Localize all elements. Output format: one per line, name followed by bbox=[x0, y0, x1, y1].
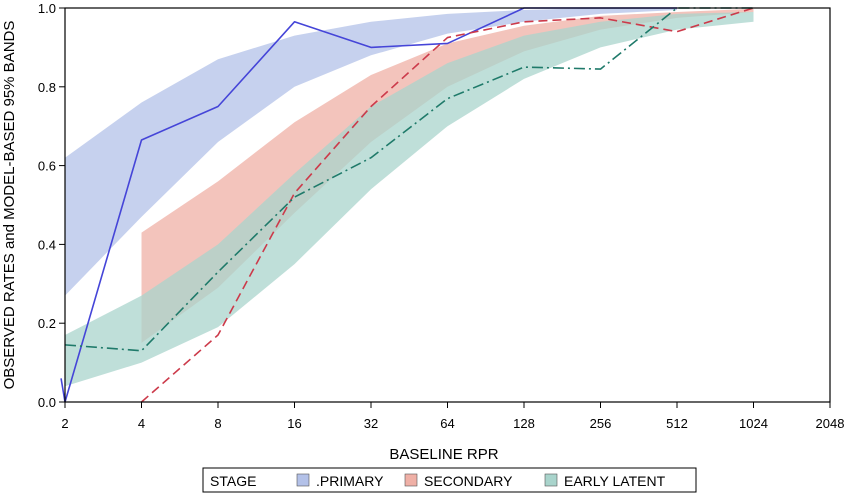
line-secondary bbox=[140, 7, 754, 403]
legend-swatch-early-latent bbox=[544, 473, 558, 487]
x-tick-label: 16 bbox=[287, 416, 301, 431]
x-tick-label: 64 bbox=[440, 416, 454, 431]
x-tick-label: 8 bbox=[214, 416, 221, 431]
x-tick-label: 2048 bbox=[816, 416, 845, 431]
band-early-latent bbox=[65, 11, 754, 387]
y-tick-label: 0.0 bbox=[38, 395, 56, 410]
x-tick-label: 512 bbox=[666, 416, 688, 431]
legend-swatch-secondary bbox=[404, 473, 418, 487]
y-tick-label: 0.4 bbox=[38, 237, 56, 252]
legend-swatch-primary bbox=[296, 473, 310, 487]
y-axis: 0.0 0.2 0.4 0.6 0.8 1.0 bbox=[38, 1, 65, 410]
legend-label-primary: .PRIMARY bbox=[316, 473, 384, 489]
y-axis-title: OBSERVED RATES and MODEL-BASED 95% BANDS bbox=[1, 21, 18, 390]
legend-title: STAGE bbox=[210, 473, 256, 489]
y-tick-label: 1.0 bbox=[38, 1, 56, 16]
band-primary bbox=[65, 8, 677, 296]
y-tick-label: 0.6 bbox=[38, 159, 56, 174]
legend-entries: .PRIMARY SECONDARY EARLY LATENT bbox=[296, 473, 666, 489]
x-tick-label: 128 bbox=[513, 416, 535, 431]
x-tick-label: 4 bbox=[138, 416, 145, 431]
legend: STAGE .PRIMARY SECONDARY EARLY LATENT bbox=[202, 467, 697, 493]
legend-label-early-latent: EARLY LATENT bbox=[564, 473, 666, 489]
x-tick-label: 256 bbox=[590, 416, 612, 431]
x-tick-label: 2 bbox=[61, 416, 68, 431]
x-axis: 2 4 8 16 32 64 128 256 512 1024 2048 bbox=[61, 402, 844, 431]
y-tick-label: 0.8 bbox=[38, 80, 56, 95]
line-early-latent bbox=[64, 7, 754, 352]
legend-frame bbox=[202, 467, 697, 493]
legend-label-secondary: SECONDARY bbox=[424, 473, 513, 489]
x-tick-label: 1024 bbox=[739, 416, 768, 431]
confidence-bands bbox=[65, 8, 754, 387]
x-tick-label: 32 bbox=[364, 416, 378, 431]
y-tick-label: 0.2 bbox=[38, 316, 56, 331]
x-axis-title: BASELINE RPR bbox=[389, 446, 498, 463]
